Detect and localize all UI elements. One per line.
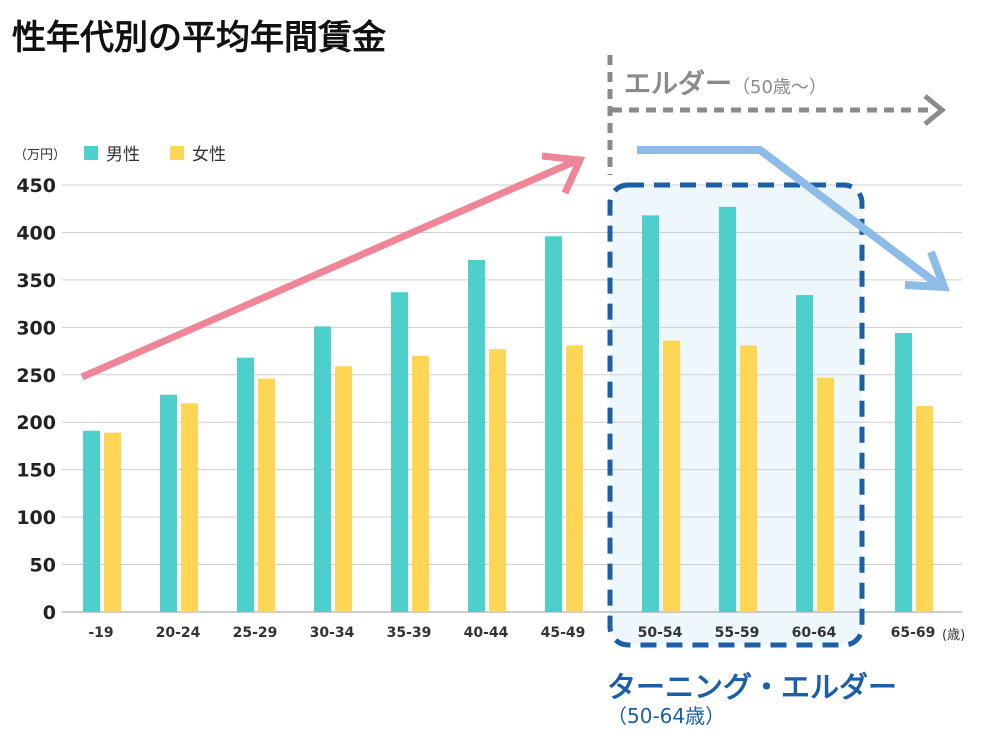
x-tick-label: 60-64: [792, 625, 837, 641]
bar-male-20-24: [160, 394, 177, 612]
y-tick-label: 400: [16, 222, 56, 244]
bar-male-35-39: [391, 292, 408, 612]
turning-elder-label: ターニング・エルダー: [607, 670, 898, 704]
y-axis-unit: （万円）: [14, 148, 67, 163]
x-tick-label: 55-59: [715, 625, 760, 641]
bar-female-25-29: [258, 378, 275, 612]
bar-female-50-54: [663, 340, 680, 612]
legend-female: 女性: [170, 140, 226, 165]
y-tick-label: 100: [16, 507, 56, 529]
bar-male--19: [83, 430, 100, 612]
x-tick-label: 40-44: [464, 625, 509, 641]
x-tick-label: -19: [88, 625, 113, 641]
fall-arrow-head: [904, 250, 950, 292]
y-tick-label: 50: [30, 555, 56, 577]
rise-arrow-line: [80, 156, 580, 381]
turning-elder-sub: （50-64歳）: [607, 704, 726, 728]
x-tick-label: 65-69: [891, 625, 936, 641]
rise-arrow-head: [541, 152, 586, 195]
bar-female-30-34: [335, 366, 352, 612]
x-tick-label: 25-29: [233, 625, 278, 641]
bar-female-65-69: [916, 406, 933, 612]
y-tick-label: 250: [16, 365, 56, 387]
bar-male-30-34: [314, 326, 331, 612]
bar-male-45-49: [545, 236, 562, 613]
legend-swatch-male: [84, 145, 98, 160]
bar-male-25-29: [237, 357, 254, 612]
bar-female-45-49: [566, 345, 583, 612]
bar-male-65-69: [895, 333, 912, 612]
x-axis-unit: (歳): [942, 628, 966, 643]
elder-annotation: エルダー（50歳〜）: [624, 69, 827, 100]
bar-female-35-39: [412, 355, 429, 612]
y-tick-label: 450: [16, 175, 56, 197]
bar-female-40-44: [489, 349, 506, 612]
turning-elder-box: [607, 182, 865, 648]
x-tick-label: 20-24: [156, 625, 201, 641]
bar-female-55-59: [740, 345, 757, 612]
legend-male: 男性: [84, 140, 140, 165]
legend-label-male: 男性: [106, 145, 140, 165]
elder-arrow-head: [923, 94, 946, 126]
y-tick-label: 0: [43, 602, 56, 624]
y-tick-label: 300: [16, 317, 56, 339]
bar-female-20-24: [181, 403, 198, 612]
x-tick-label: 45-49: [541, 625, 586, 641]
legend-label-female: 女性: [192, 145, 226, 165]
x-tick-label: 30-34: [310, 625, 355, 641]
chart-title: 性年代別の平均年間賃金: [12, 18, 386, 58]
y-tick-label: 350: [16, 270, 56, 292]
x-tick-label: 35-39: [387, 625, 432, 641]
y-tick-label: 150: [16, 460, 56, 482]
bar-male-50-54: [642, 215, 659, 612]
bar-female-60-64: [817, 377, 834, 612]
bar-male-60-64: [796, 295, 813, 612]
legend-swatch-female: [170, 145, 184, 160]
bar-female--19: [104, 432, 121, 612]
bar-male-55-59: [719, 206, 736, 612]
bar-male-40-44: [468, 259, 485, 612]
x-tick-label: 50-54: [638, 625, 683, 641]
y-tick-label: 200: [16, 412, 56, 434]
fall-arrow-line: [637, 146, 943, 290]
